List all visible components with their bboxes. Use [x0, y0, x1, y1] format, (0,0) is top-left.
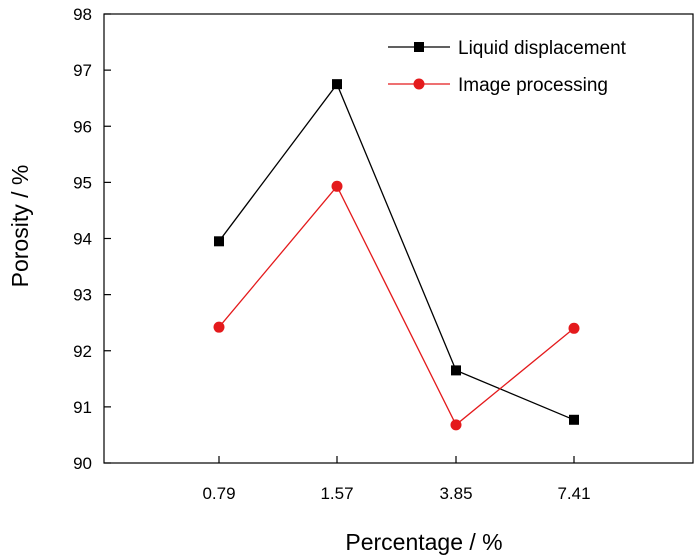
y-tick-label: 91: [73, 398, 92, 417]
data-point-square: [332, 79, 342, 90]
data-point-circle: [331, 180, 343, 192]
data-point-circle: [213, 321, 225, 333]
x-axis-ticks: 0.79 1.57 3.85 7.41: [202, 456, 591, 503]
data-point-square: [214, 236, 224, 247]
data-point-circle: [450, 419, 462, 431]
y-tick-label: 96: [73, 117, 92, 136]
y-tick-label: 90: [73, 454, 92, 473]
x-tick-label: 1.57: [320, 484, 353, 503]
plot-area: [103, 13, 694, 464]
y-axis-title: Porosity / %: [7, 165, 33, 288]
x-tick-label: 0.79: [202, 484, 235, 503]
legend-marker-square: [414, 42, 424, 52]
data-point-square: [569, 414, 579, 425]
y-axis-ticks: 90 91 92 93 94 95 96 97 98: [73, 5, 111, 473]
legend: Liquid displacement Image processing: [388, 38, 627, 96]
legend-marker-circle: [413, 78, 425, 90]
legend-label-1: Image processing: [458, 75, 608, 96]
legend-label-0: Liquid displacement: [458, 38, 627, 59]
y-tick-label: 93: [73, 286, 92, 305]
series-line-1: [218, 185, 575, 426]
y-tick-label: 98: [73, 5, 92, 24]
x-tick-label: 3.85: [439, 484, 472, 503]
data-point-circle: [568, 322, 580, 334]
series-layer: [213, 79, 580, 431]
y-tick-label: 95: [73, 173, 92, 192]
y-tick-label: 92: [73, 342, 92, 361]
x-tick-label: 7.41: [557, 484, 590, 503]
y-tick-label: 97: [73, 61, 92, 80]
x-axis-title: Percentage / %: [345, 529, 502, 555]
series-line-0: [218, 82, 575, 421]
data-point-square: [451, 365, 461, 376]
y-tick-label: 94: [73, 230, 92, 249]
